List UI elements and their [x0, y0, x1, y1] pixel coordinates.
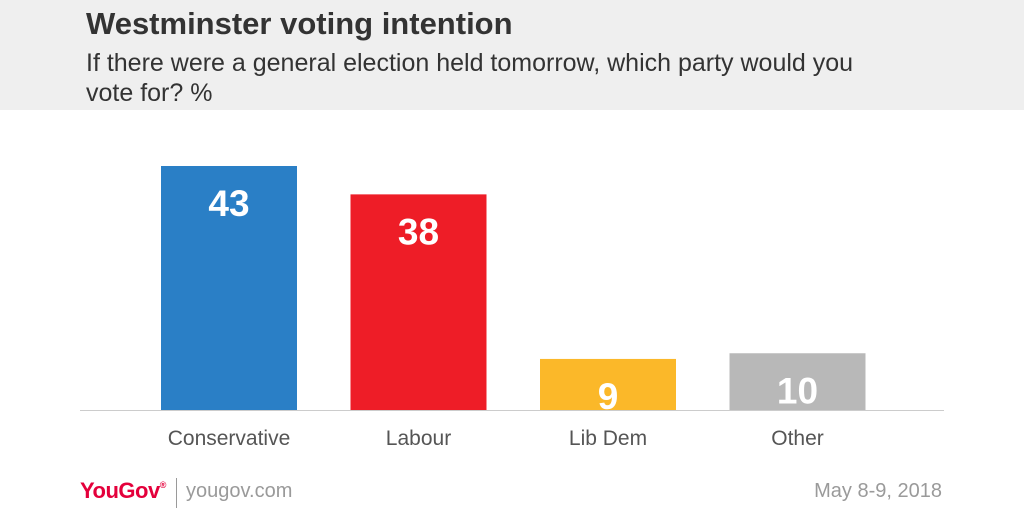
category-label: Other [771, 427, 824, 450]
footer-site: yougov.com [186, 480, 293, 502]
chart-title: Westminster voting intention [86, 6, 513, 41]
bar-other [729, 353, 866, 410]
bar-conservative [161, 166, 297, 410]
chart-subtitle: If there were a general election held to… [86, 49, 854, 107]
yougov-logo: YouGov® [80, 478, 166, 503]
bar-lib-dem [540, 358, 676, 410]
footer-date: May 8-9, 2018 [814, 480, 942, 502]
bar-labour [350, 194, 487, 410]
data-label: 43 [208, 183, 249, 224]
logo-text: YouGov [80, 478, 160, 503]
data-label: 10 [777, 370, 818, 411]
category-label: Conservative [168, 427, 291, 450]
category-label: Lib Dem [569, 427, 647, 450]
data-label: 38 [398, 211, 439, 252]
header: Westminster voting intention If there we… [0, 0, 1024, 110]
footer-divider [176, 478, 177, 508]
data-label: 9 [598, 376, 619, 417]
category-label: Labour [386, 427, 451, 450]
